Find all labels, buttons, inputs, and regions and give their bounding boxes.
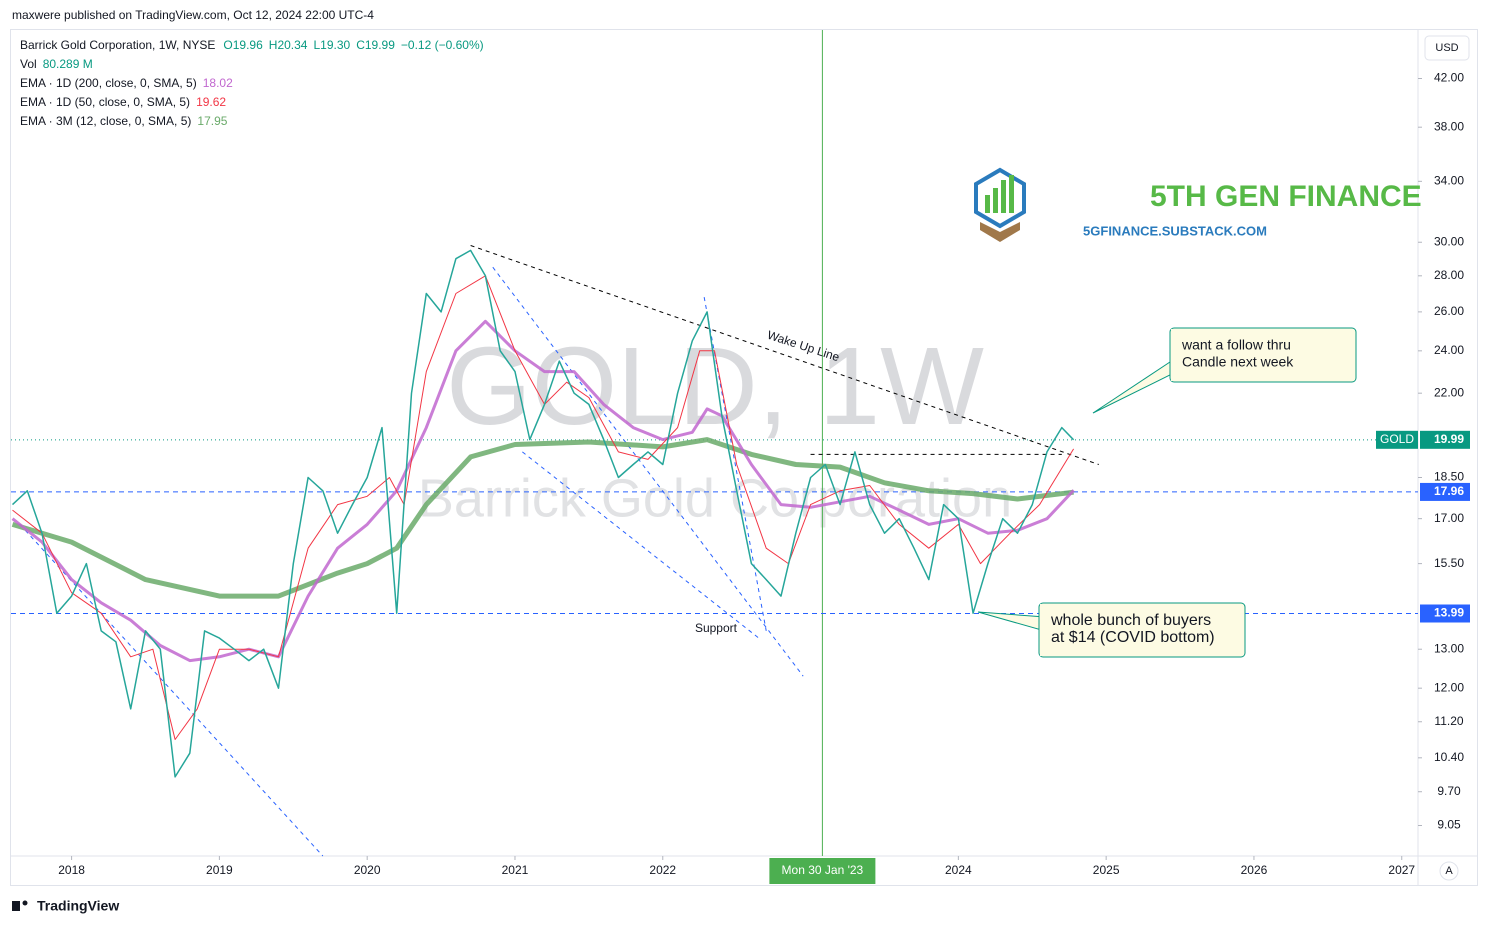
y-tick-label: 18.50 [1434, 470, 1464, 484]
y-tick-label: 12.00 [1434, 680, 1464, 694]
legend-value: 18.02 [203, 76, 233, 90]
x-tick-label: 2024 [945, 863, 972, 877]
ohlc: H20.34 [269, 38, 308, 52]
trendline [492, 266, 804, 677]
y-tick-label: 11.20 [1434, 714, 1463, 728]
y-tick-label: 15.50 [1434, 556, 1464, 570]
callout-pointer [1092, 357, 1177, 414]
y-tick-label: 28.00 [1434, 268, 1464, 282]
x-tick-label: 2022 [649, 863, 676, 877]
y-tick-label: 13.00 [1434, 641, 1464, 655]
x-tick-label: 2026 [1241, 863, 1268, 877]
legend-value: 19.62 [196, 95, 226, 109]
watermark: GOLD, 1W [446, 325, 984, 448]
legend-entry: EMA · 1D (200, close, 0, SMA, 5) [20, 76, 197, 90]
y-tick-label: 38.00 [1434, 119, 1464, 133]
price-label-box [1420, 430, 1470, 449]
x-tick-label: 2027 [1388, 863, 1415, 877]
y-tick-label: 24.00 [1434, 343, 1464, 357]
series-line [11, 319, 1075, 663]
y-tick-label: 34.00 [1434, 173, 1464, 187]
callout-text: want a follow thru [1181, 337, 1291, 353]
y-tick-label: 9.05 [1437, 818, 1461, 832]
crosshair-label: Mon 30 Jan '23 [782, 863, 864, 877]
frame [10, 29, 1478, 886]
publisher: maxwere published on TradingView.com, Oc… [12, 8, 374, 22]
trendline [470, 245, 1099, 466]
logo-url: 5GFINANCE.SUBSTACK.COM [1083, 223, 1267, 238]
y-tick-label: 9.70 [1437, 784, 1461, 798]
price-label-box [1420, 604, 1470, 623]
y-tick-label: 22.00 [1434, 385, 1464, 399]
price-label: 17.96 [1434, 484, 1464, 498]
symbol: Barrick Gold Corporation, 1W, NYSE [20, 38, 215, 52]
price-label: 19.99 [1434, 432, 1464, 446]
currency: USD [1435, 42, 1458, 54]
price-tag: GOLD [1380, 432, 1414, 446]
series-line [11, 249, 1075, 778]
trendline [19, 524, 324, 857]
x-tick-label: 2021 [502, 863, 529, 877]
legend-entry: EMA · 3M (12, close, 0, SMA, 5) [20, 114, 191, 128]
tradingview-logo [12, 900, 28, 911]
trendline [522, 451, 760, 639]
annotation: Support [695, 621, 738, 635]
volume-label: Vol [20, 57, 37, 71]
callout-pointer [977, 611, 1046, 632]
callout-cover [1040, 604, 1050, 656]
callout-box [1169, 327, 1357, 383]
legend-value: 17.95 [197, 114, 227, 128]
callout-text: at $14 (COVID bottom) [1051, 629, 1215, 646]
legend-entry: EMA · 1D (50, close, 0, SMA, 5) [20, 95, 190, 109]
currency-box[interactable] [1424, 35, 1470, 61]
y-tick-label: 17.00 [1434, 511, 1464, 525]
series-line [11, 437, 1074, 599]
callout-box [1038, 602, 1246, 658]
ohlc: C19.99 [356, 38, 395, 52]
auto-label: A [1445, 865, 1453, 877]
y-tick-label: 10.40 [1434, 750, 1464, 764]
volume-value: 80.289 M [43, 57, 93, 71]
ohlc: O19.96 [223, 38, 263, 52]
y-tick-label: 26.00 [1434, 304, 1464, 318]
price-label: 13.99 [1434, 606, 1464, 620]
price-label-box [1420, 482, 1470, 501]
ohlc: −0.12 (−0.60%) [401, 38, 484, 52]
legend: Barrick Gold Corporation, 1W, NYSE O19.96… [20, 38, 484, 128]
y-tick-label: 30.00 [1434, 234, 1464, 248]
x-tick-label: 2025 [1093, 863, 1120, 877]
logo-title: 5TH GEN FINANCE [1150, 180, 1422, 213]
watermark-sub: Barrick Gold Corporation [418, 468, 1012, 528]
crosshair-label-box [769, 858, 876, 884]
x-tick-label: 2019 [206, 863, 233, 877]
auto-button[interactable] [1439, 861, 1459, 881]
x-tick-label: 2020 [354, 863, 381, 877]
callout-cover [1171, 329, 1181, 381]
logo-icon [974, 167, 1026, 242]
brand: TradingView [37, 898, 119, 914]
y-tick-label: 42.00 [1434, 71, 1464, 85]
callout-text: whole bunch of buyers [1050, 612, 1211, 629]
price-tag-box [1376, 430, 1418, 449]
ohlc: L19.30 [313, 38, 350, 52]
callout-text: Candle next week [1182, 354, 1294, 370]
x-tick-label: 2018 [58, 863, 85, 877]
